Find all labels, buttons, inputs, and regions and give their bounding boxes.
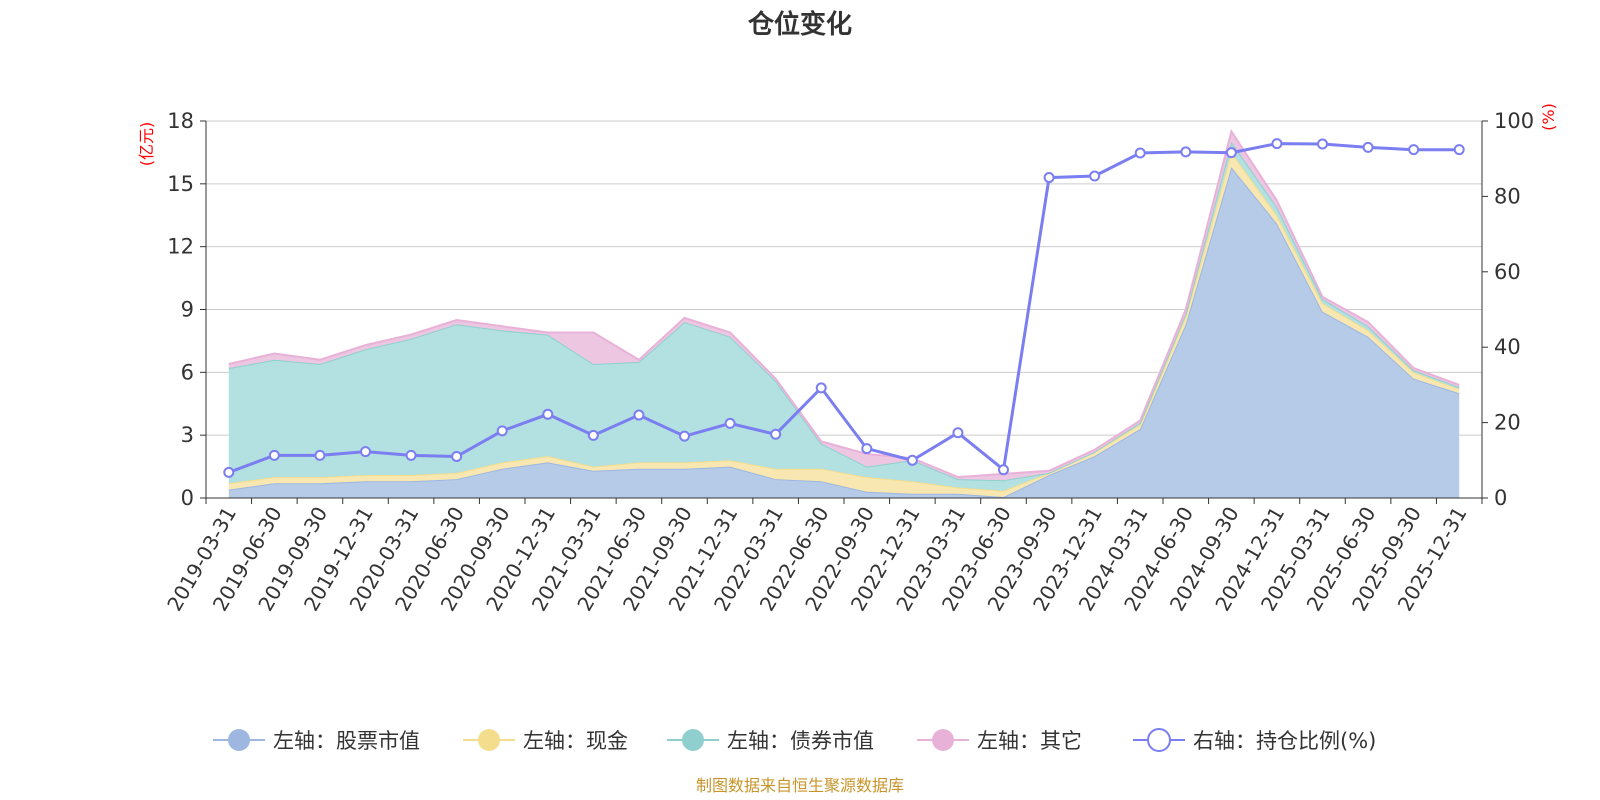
left-axis-unit: (亿元) bbox=[137, 122, 156, 167]
ratio-point bbox=[633, 409, 645, 421]
ratio-point bbox=[1408, 144, 1420, 156]
ratio-point bbox=[1180, 146, 1192, 158]
left-tick-label: 0 bbox=[181, 486, 194, 510]
ratio-point bbox=[314, 449, 326, 461]
legend-marker-icon bbox=[682, 729, 704, 751]
right-axis-unit: (%) bbox=[1539, 103, 1558, 131]
legend-item-0[interactable]: 左轴：股票市值 bbox=[213, 729, 420, 753]
area-series-3-edge bbox=[228, 129, 1460, 479]
ratio-point bbox=[1089, 170, 1101, 182]
legend-marker-icon bbox=[1147, 728, 1171, 752]
stacked-areas bbox=[228, 129, 1460, 499]
area-series-2 bbox=[228, 141, 1460, 491]
ratio-point bbox=[1271, 138, 1283, 150]
legend-label: 右轴：持仓比例(%) bbox=[1193, 729, 1376, 753]
ratio-point bbox=[1453, 144, 1465, 156]
ratio-point bbox=[496, 425, 508, 437]
legend-item-3[interactable]: 左轴：其它 bbox=[917, 729, 1082, 753]
legend-label: 左轴：债券市值 bbox=[727, 729, 874, 753]
ratio-point bbox=[451, 451, 463, 463]
ratio-line bbox=[228, 142, 1460, 474]
legend-label: 左轴：现金 bbox=[523, 729, 628, 753]
ratio-point bbox=[770, 428, 782, 440]
right-tick-label: 40 bbox=[1494, 335, 1521, 359]
ratio-point bbox=[1317, 138, 1328, 150]
ratio-point bbox=[815, 382, 827, 394]
legend-item-1[interactable]: 左轴：现金 bbox=[463, 729, 628, 753]
right-tick-label: 0 bbox=[1494, 486, 1507, 510]
ratio-point bbox=[223, 466, 235, 478]
ratio-point bbox=[906, 454, 918, 466]
source-note: 制图数据来自恒生聚源数据库 bbox=[696, 776, 904, 795]
legend-marker-icon bbox=[932, 729, 954, 751]
ratio-point bbox=[268, 449, 280, 461]
ratio-point bbox=[998, 464, 1009, 476]
left-tick-label: 3 bbox=[181, 423, 194, 447]
left-tick-label: 6 bbox=[181, 360, 194, 384]
legend-item-4[interactable]: 右轴：持仓比例(%) bbox=[1133, 728, 1376, 753]
ratio-point bbox=[405, 449, 417, 461]
area-series-0 bbox=[228, 167, 1460, 498]
ratio-point bbox=[1225, 147, 1237, 159]
legend-label: 左轴：股票市值 bbox=[273, 729, 420, 753]
legend-item-2[interactable]: 左轴：债券市值 bbox=[667, 729, 874, 753]
left-tick-label: 15 bbox=[167, 172, 194, 196]
right-tick-label: 60 bbox=[1494, 260, 1521, 284]
right-tick-label: 80 bbox=[1494, 184, 1521, 208]
ratio-point bbox=[360, 446, 371, 458]
left-tick-label: 12 bbox=[167, 235, 194, 259]
legend: 左轴：股票市值 左轴：现金 左轴：债券市值 左轴：其它 右轴：持仓比例(%) bbox=[213, 728, 1376, 753]
legend-label: 左轴：其它 bbox=[977, 729, 1082, 753]
chart-title: 仓位变化 bbox=[747, 9, 852, 40]
left-tick-label: 18 bbox=[167, 109, 194, 133]
ratio-point bbox=[542, 408, 554, 420]
ratio-point bbox=[724, 417, 736, 429]
ratio-point bbox=[1043, 172, 1055, 184]
ratio-point bbox=[587, 429, 599, 441]
ratio-point bbox=[1362, 141, 1374, 153]
ratio-line-series bbox=[223, 138, 1465, 478]
right-tick-label: 20 bbox=[1494, 411, 1521, 435]
ratio-point bbox=[952, 427, 964, 439]
ratio-point bbox=[1134, 147, 1146, 159]
ratio-point bbox=[861, 443, 873, 455]
left-tick-label: 9 bbox=[181, 298, 194, 322]
ratio-point bbox=[679, 430, 690, 442]
legend-marker-icon bbox=[478, 729, 500, 751]
legend-marker-icon bbox=[228, 729, 250, 751]
right-tick-label: 100 bbox=[1494, 109, 1534, 133]
